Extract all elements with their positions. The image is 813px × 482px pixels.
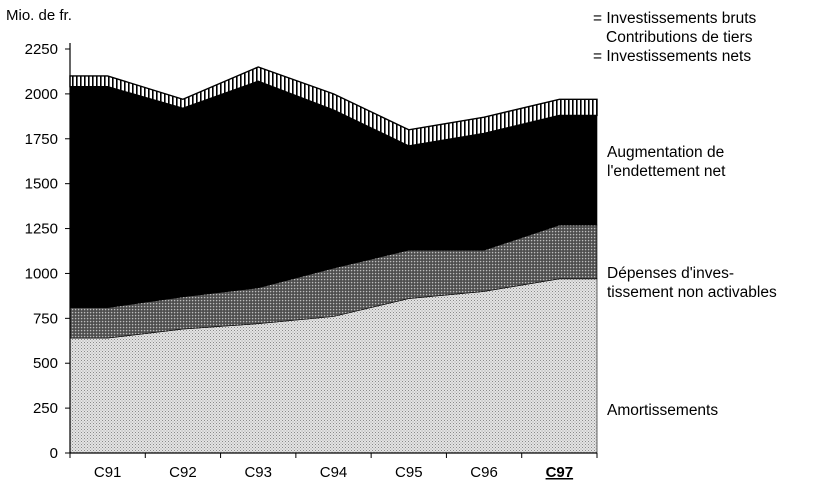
x-axis-ticks: C91 C92 C93 C94 C95 C96 C97 — [69, 453, 598, 481]
legend: = Investissements bruts Contributions de… — [593, 9, 756, 66]
label-non-capitalizable-spending: Dépenses d'inves- tissement non activabl… — [607, 264, 777, 302]
y-tick-label: 0 — [50, 445, 58, 462]
legend-line-gross-investment: = Investissements bruts — [593, 10, 757, 27]
y-tick-label: 2250 — [25, 41, 58, 58]
legend-line-net-investment: = Investissements nets — [593, 48, 752, 65]
y-tick-label: 1750 — [25, 131, 58, 148]
label-depreciation: Amortissements — [607, 401, 718, 420]
label-debt-increase: Augmentation de l'endettement net — [607, 143, 725, 181]
x-tick-label: C96 — [470, 464, 498, 481]
y-axis-label: Mio. de fr. — [6, 7, 72, 24]
x-tick-label: C91 — [94, 464, 122, 481]
y-tick-label: 250 — [33, 400, 58, 417]
label-depreciation-text: Amortissements — [607, 402, 719, 419]
y-tick-label: 1000 — [25, 265, 58, 282]
y-tick-label: 1500 — [25, 176, 58, 193]
x-tick-label: C93 — [244, 464, 272, 481]
y-tick-label: 1250 — [25, 221, 58, 238]
y-axis-ticks: 0 250 500 750 1000 1250 1500 1750 2000 2250 — [25, 41, 70, 462]
label-non-capitalizable-line-1: Dépenses d'inves- — [607, 265, 735, 282]
axes — [69, 43, 597, 454]
x-tick-label: C92 — [169, 464, 197, 481]
y-tick-label: 750 — [33, 310, 58, 327]
label-non-capitalizable-line-2: tissement non activables — [607, 284, 777, 301]
y-tick-label: 2000 — [25, 86, 58, 103]
stacked-areas — [69, 66, 598, 454]
y-tick-label: 500 — [33, 355, 58, 372]
label-debt-increase-line-1: Augmentation de — [607, 144, 725, 161]
x-tick-label: C95 — [395, 464, 423, 481]
label-debt-increase-line-2: l'endettement net — [607, 163, 726, 180]
x-tick-label: C94 — [320, 464, 348, 481]
legend-line-third-party-contributions: Contributions de tiers — [606, 29, 753, 46]
area-third-party-contributions — [69, 66, 598, 147]
x-tick-label: C97 — [546, 464, 574, 481]
